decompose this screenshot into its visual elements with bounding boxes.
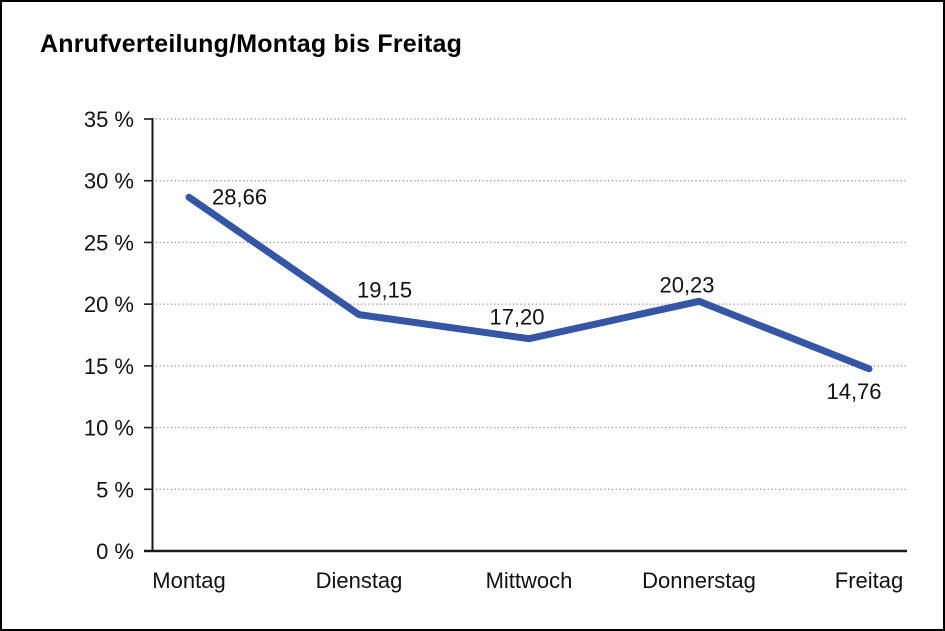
data-point-label: 20,23 (659, 272, 714, 297)
chart-title: Anrufverteilung/Montag bis Freitag (40, 30, 463, 58)
y-tick-label: 5 % (96, 477, 134, 502)
x-category-label: Dienstag (316, 568, 403, 593)
y-tick-label: 20 % (84, 292, 134, 317)
y-tick-label: 35 % (84, 107, 134, 132)
y-tick-label: 10 % (84, 416, 134, 441)
series-line (185, 193, 873, 373)
data-point-label: 19,15 (357, 278, 412, 303)
x-category-label: Mittwoch (486, 568, 573, 593)
y-tick-label: 30 % (84, 169, 134, 194)
y-tick-label: 0 % (96, 539, 134, 564)
x-category-label: Freitag (835, 568, 903, 593)
y-tick-label: 15 % (84, 354, 134, 379)
data-point-label: 14,76 (826, 379, 881, 404)
data-point-label: 28,66 (212, 184, 267, 209)
x-category-label: Montag (152, 568, 225, 593)
x-category-label: Donnerstag (642, 568, 756, 593)
data-point-label: 17,20 (489, 305, 544, 330)
y-tick-label: 25 % (84, 230, 134, 255)
